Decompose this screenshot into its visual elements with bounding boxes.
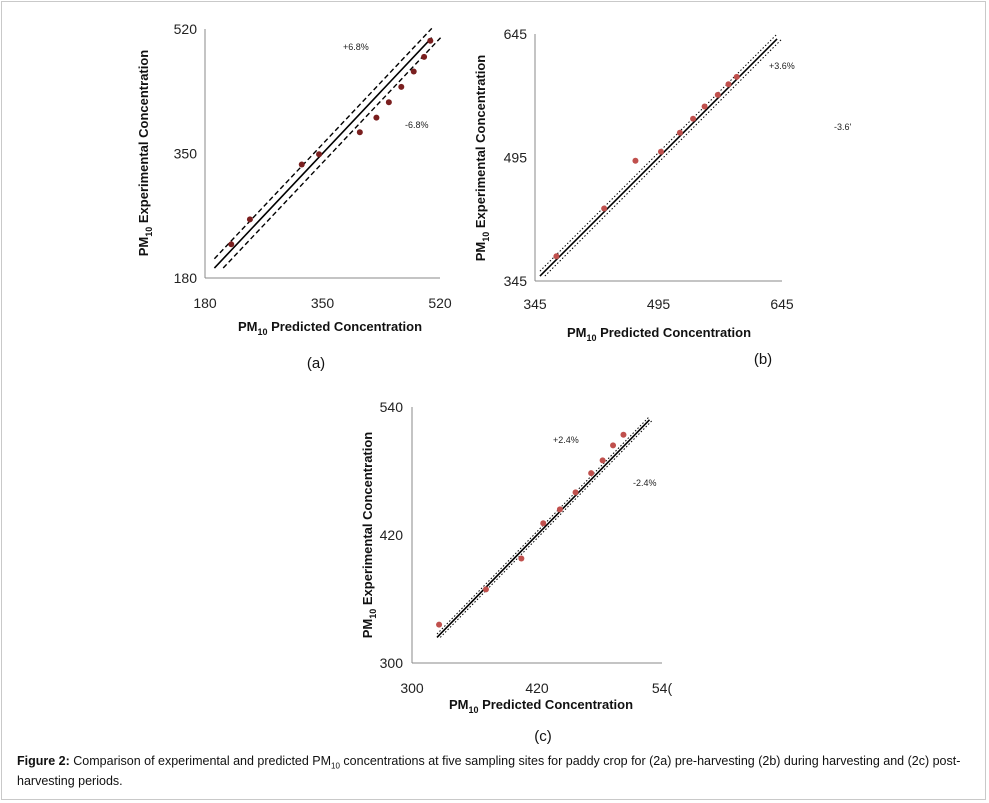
data-point xyxy=(588,470,595,477)
x-tick-label: 420 xyxy=(525,680,549,696)
data-point xyxy=(421,53,428,60)
x-tick-label: 54( xyxy=(652,680,673,696)
y-tick-label: 350 xyxy=(174,146,198,162)
data-point xyxy=(632,157,639,164)
caption-label: Figure 2: xyxy=(17,754,70,768)
y-tick-label: 495 xyxy=(504,150,528,166)
fit-line xyxy=(213,37,433,269)
upper-band-label: +3.6% xyxy=(769,61,795,71)
fit-line xyxy=(539,38,778,277)
x-tick-label: 645 xyxy=(770,296,794,312)
lower-band-line xyxy=(439,419,654,638)
data-point xyxy=(228,241,235,248)
data-point xyxy=(410,68,417,75)
y-tick-label: 300 xyxy=(380,655,404,671)
x-tick-label: 180 xyxy=(193,295,217,311)
chart-panel-3: 300 420 54( 300 420 540 +2.4% -2.4% PM10 Predict… xyxy=(360,399,672,745)
lower-band-label: -2.4% xyxy=(633,478,657,488)
y-axis-label: PM10 Experimental Concentration xyxy=(136,50,154,257)
chart-panel-2: 345 495 645 345 495 645 +3.6% -3.6' PM10 Predict… xyxy=(473,26,852,368)
caption-text: Comparison of experimental and predicted… xyxy=(69,754,332,768)
caption-subscript: 10 xyxy=(331,761,340,771)
y-tick-label: 345 xyxy=(504,273,528,289)
y-axis-label: PM10 Experimental Concentration xyxy=(473,55,491,262)
y-axis-label: PM10 Experimental Concentration xyxy=(360,432,378,639)
upper-band-label: +2.4% xyxy=(553,435,579,445)
data-point xyxy=(610,442,617,449)
data-point xyxy=(373,114,380,121)
data-point xyxy=(714,91,721,98)
data-point xyxy=(599,457,606,464)
lower-band-label: -3.6' xyxy=(834,122,852,132)
upper-band-line xyxy=(436,416,650,635)
upper-band-line xyxy=(213,27,433,260)
data-point xyxy=(725,81,732,88)
data-point xyxy=(436,621,443,628)
data-point xyxy=(690,115,697,122)
data-point xyxy=(482,586,489,593)
chart-panel-1: 180 350 520 180 350 520 +6.8% -6.8% PM10 Predict… xyxy=(136,21,452,372)
y-tick-label: 180 xyxy=(174,270,198,286)
x-tick-label: 520 xyxy=(428,295,452,311)
figure-caption: Figure 2: Comparison of experimental and… xyxy=(17,754,977,789)
x-tick-label: 350 xyxy=(311,295,335,311)
data-point xyxy=(701,103,708,110)
x-axis-label: PM10 Predicted Concentration xyxy=(238,319,422,337)
y-tick-label: 420 xyxy=(380,527,404,543)
data-point xyxy=(518,555,525,562)
data-point xyxy=(601,205,608,212)
caption-text-rest: concentrations at five sampling sites fo… xyxy=(17,754,961,788)
data-point xyxy=(385,99,392,106)
data-point xyxy=(540,520,547,527)
data-point xyxy=(620,431,627,438)
x-tick-label: 300 xyxy=(400,680,424,696)
panel-label: (a) xyxy=(307,355,325,372)
x-axis-label: PM10 Predicted Concentration xyxy=(567,325,751,343)
data-point xyxy=(556,506,563,513)
y-tick-label: 645 xyxy=(504,26,528,42)
lower-band-line xyxy=(544,38,783,277)
data-point xyxy=(427,37,434,44)
data-point xyxy=(398,83,405,90)
y-tick-label: 540 xyxy=(380,399,404,415)
upper-band-label: +6.8% xyxy=(343,42,369,52)
data-point xyxy=(356,129,363,136)
data-point xyxy=(553,253,560,260)
panel-label: (b) xyxy=(754,351,772,368)
data-point xyxy=(733,73,740,80)
x-tick-label: 495 xyxy=(647,296,671,312)
data-point xyxy=(676,129,683,136)
x-axis-label: PM10 Predicted Concentration xyxy=(449,697,633,715)
x-tick-label: 345 xyxy=(523,296,547,312)
data-point xyxy=(657,148,664,155)
data-point xyxy=(572,489,579,496)
figure-plots: 180 350 520 180 350 520 +6.8% -6.8% PM10 Predict… xyxy=(136,21,852,745)
fit-line xyxy=(436,419,651,638)
lower-band-label: -6.8% xyxy=(405,120,429,130)
lower-band-line xyxy=(222,37,442,269)
y-tick-label: 520 xyxy=(174,21,198,37)
panel-label: (c) xyxy=(534,728,552,745)
data-point xyxy=(246,216,253,223)
data-point xyxy=(316,151,323,158)
data-point xyxy=(298,161,305,168)
